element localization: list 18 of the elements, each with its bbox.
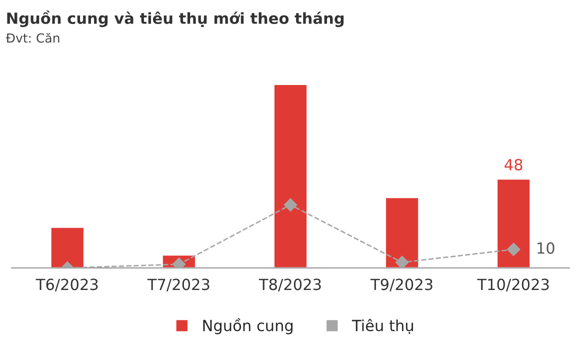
x-tick-label: T7/2023 [147, 278, 210, 292]
point [284, 198, 298, 212]
chart-title: Nguồn cung và tiêu thụ mới theo tháng [7, 10, 344, 28]
chart-subtitle: Đvt: Căn [6, 32, 60, 43]
x-tick-label: T9/2023 [370, 278, 432, 292]
bar [50, 226, 85, 268]
bar [384, 196, 420, 268]
data-label: 48 [504, 158, 522, 170]
x-tick-label: T8/2023 [258, 278, 321, 292]
point [507, 242, 520, 256]
bar [496, 178, 532, 268]
legend-label: Nguồn cung [203, 318, 293, 334]
bar [273, 84, 308, 268]
x-tick-label: T6/2023 [36, 278, 98, 292]
data-label: 10 [538, 242, 554, 254]
point [395, 256, 409, 268]
legend-label: Tiêu thụ [352, 318, 413, 334]
x-tick-label: T10/2023 [477, 278, 549, 292]
